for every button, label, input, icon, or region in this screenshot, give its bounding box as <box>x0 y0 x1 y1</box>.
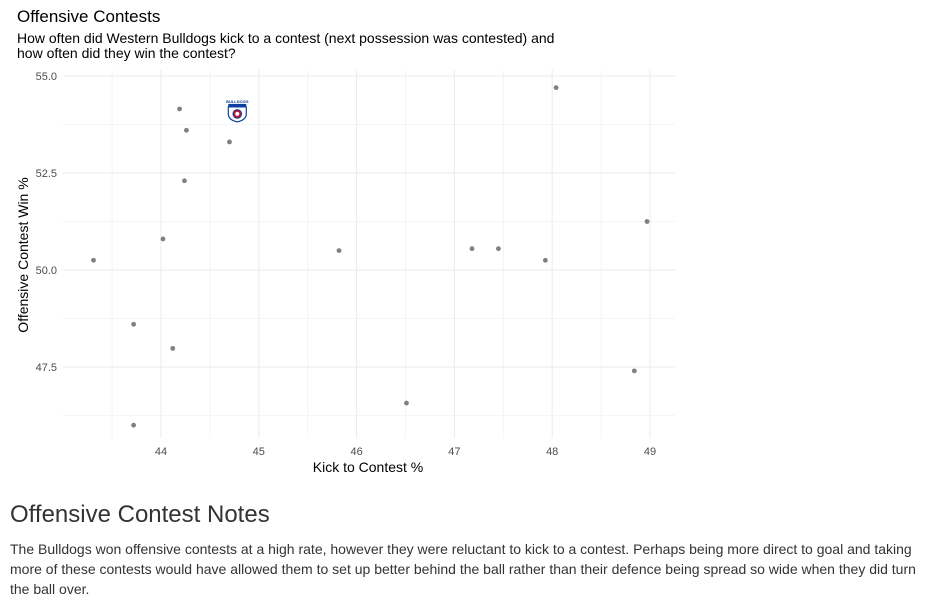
data-point <box>227 139 232 145</box>
y-tick-label: 55.0 <box>36 71 57 83</box>
y-tick-label: 52.5 <box>36 168 57 180</box>
x-tick-label: 44 <box>155 446 167 458</box>
data-point <box>496 246 501 252</box>
data-point <box>336 248 342 254</box>
y-tick-label: 47.5 <box>36 362 57 374</box>
data-point <box>542 257 548 263</box>
data-point <box>469 246 475 252</box>
x-tick-label: 47 <box>448 446 460 458</box>
tick-labels: 44 45 46 47 48 49 47.5 50.0 52.5 55.0 <box>36 71 657 458</box>
data-point <box>170 345 176 351</box>
data-point <box>160 236 166 242</box>
data-points <box>91 85 650 428</box>
grid-lines <box>63 70 675 438</box>
chart-subtitle: How often did Western Bulldogs kick to a… <box>17 30 555 61</box>
y-tick-label: 50.0 <box>36 265 57 277</box>
chart-title: Offensive Contests <box>17 7 161 26</box>
data-point <box>177 106 182 112</box>
data-point <box>91 257 96 263</box>
data-point <box>131 422 137 428</box>
data-point <box>131 321 137 327</box>
data-point <box>631 368 637 374</box>
data-point <box>553 85 559 91</box>
data-point <box>644 219 650 224</box>
x-tick-label: 45 <box>253 446 265 458</box>
data-point <box>182 178 187 184</box>
notes-heading: Offensive Contest Notes <box>10 501 270 528</box>
x-tick-label: 46 <box>350 446 362 458</box>
y-axis-title: Offensive Contest Win % <box>15 177 31 332</box>
data-point <box>184 127 189 133</box>
x-axis-title: Kick to Contest % <box>313 459 424 475</box>
notes-body: The Bulldogs won offensive contests at a… <box>10 541 916 597</box>
highlight-layer: BULLDOGS <box>226 99 249 123</box>
data-point <box>404 400 409 406</box>
x-tick-label: 49 <box>644 446 656 458</box>
western-bulldogs-logo-icon: BULLDOGS <box>226 99 249 123</box>
x-tick-label: 48 <box>546 446 558 458</box>
scatter-chart: 44 45 46 47 48 49 47.5 50.0 52.5 55.0 BULLDOGS Ki… <box>15 70 675 475</box>
logo-label: BULLDOGS <box>226 99 249 104</box>
